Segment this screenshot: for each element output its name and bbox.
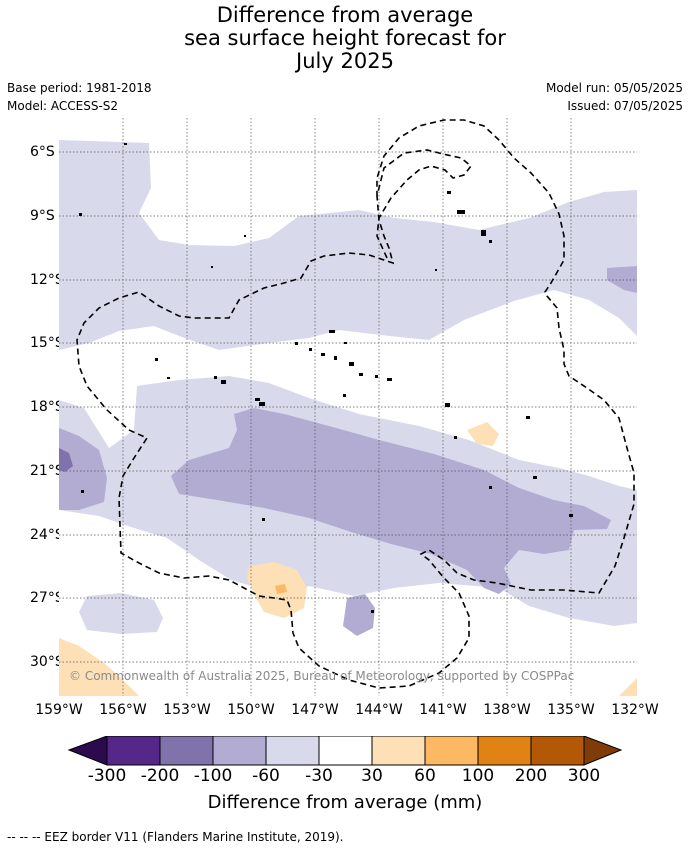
colorbar-tick-neg30: -30 [305, 766, 333, 786]
colorbar-tick-300: 300 [567, 766, 601, 786]
lon-label-144w: 144°W [355, 702, 403, 718]
colorbar-segment-200-300 [530, 736, 585, 766]
colorbar-segment-neg200-neg100 [159, 736, 214, 766]
eez-borders [76, 119, 635, 689]
lon-label-147w: 147°W [291, 702, 339, 718]
colorbar-segment-neg60-neg30 [265, 736, 320, 766]
colorbar-segment-neg300-neg200 [106, 736, 161, 766]
map-title: Difference from average sea surface heig… [0, 4, 690, 73]
colorbar [67, 736, 623, 766]
colorbar-tick-200: 200 [514, 766, 548, 786]
islands [79, 143, 573, 613]
colorbar-tick-neg60: -60 [252, 766, 280, 786]
colorbar-segment-neg30-30 [318, 736, 373, 766]
title-line-2: sea surface height forecast for [184, 26, 506, 50]
colorbar-segment-100-200 [477, 736, 532, 766]
colorbar-tick-60: 60 [414, 766, 436, 786]
lat-label-12s: 12°S [30, 272, 64, 288]
sea-level-map [59, 118, 637, 696]
colorbar-segment-30-60 [371, 736, 426, 766]
model-run: Model run: 05/05/2025 [545, 81, 683, 95]
base-period: Base period: 1981-2018 [7, 81, 152, 95]
issued-date: Issued: 07/05/2025 [567, 99, 683, 113]
lon-label-159w: 159°W [35, 702, 83, 718]
colorbar-segment-60-100 [424, 736, 479, 766]
title-line-3: July 2025 [296, 49, 394, 73]
colorbar-tick-100: 100 [461, 766, 495, 786]
lon-label-132w: 132°W [611, 702, 659, 718]
lat-label-18s: 18°S [30, 399, 64, 415]
lon-label-150w: 150°W [227, 702, 275, 718]
eez-footnote: -- -- -- EEZ border V11 (Flanders Marine… [7, 830, 344, 844]
lon-label-153w: 153°W [163, 702, 211, 718]
colorbar-extend-low [67, 736, 108, 766]
lat-label-15s: 15°S [30, 335, 64, 351]
colorbar-tick-neg200: -200 [140, 766, 180, 786]
colorbar-tick-30: 30 [361, 766, 383, 786]
colorbar-segment-neg100-neg60 [212, 736, 267, 766]
lon-label-141w: 141°W [419, 702, 467, 718]
meta-right: Model run: 05/05/2025 Issued: 07/05/2025 [546, 79, 683, 115]
title-line-1: Difference from average [216, 3, 474, 27]
lat-label-30s: 30°S [30, 654, 64, 670]
lon-label-138w: 138°W [483, 702, 531, 718]
colorbar-title: Difference from average (mm) [207, 792, 483, 813]
lat-label-9s: 9°S [30, 208, 55, 224]
colorbar-extend-high [583, 736, 623, 766]
lat-label-24s: 24°S [30, 527, 64, 543]
colorbar-tick-neg100: -100 [193, 766, 233, 786]
anomaly-contours [59, 140, 637, 696]
lat-label-27s: 27°S [30, 590, 64, 606]
copyright-text: © Commonwealth of Australia 2025, Bureau… [69, 669, 575, 683]
lon-label-156w: 156°W [99, 702, 147, 718]
meta-left: Base period: 1981-2018 Model: ACCESS-S2 [7, 79, 152, 115]
lon-label-135w: 135°W [547, 702, 595, 718]
lat-label-6s: 6°S [30, 144, 55, 160]
model-name: Model: ACCESS-S2 [7, 99, 119, 113]
lat-label-21s: 21°S [30, 463, 64, 479]
colorbar-tick-neg300: -300 [87, 766, 127, 786]
